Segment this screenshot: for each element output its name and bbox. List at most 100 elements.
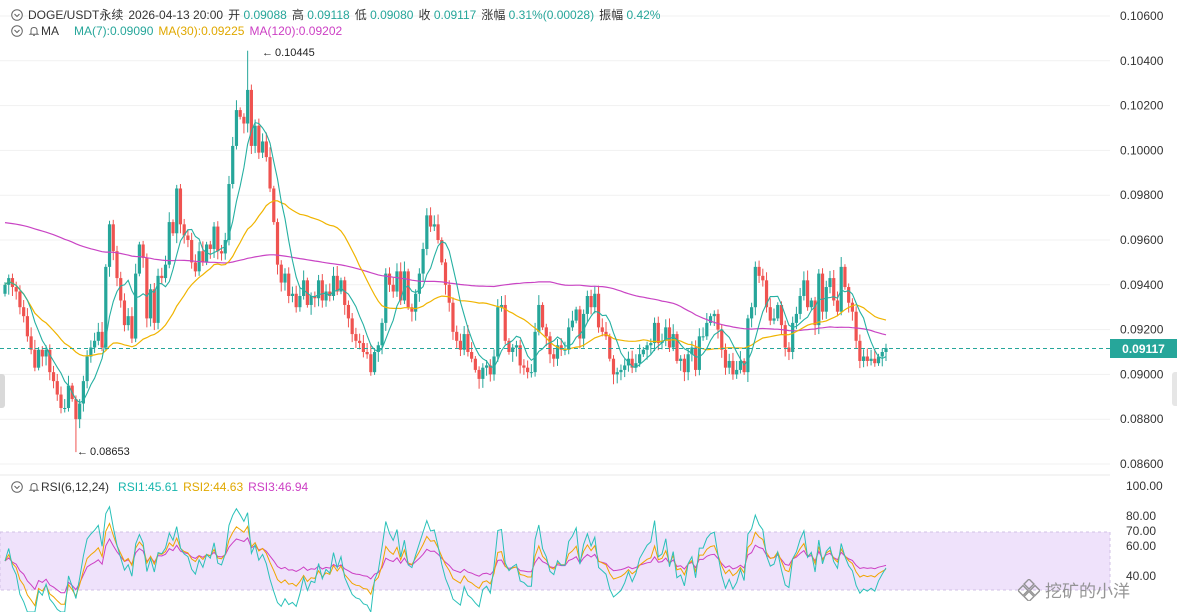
candle-body <box>406 271 410 308</box>
candle-body <box>652 322 657 344</box>
candle-body <box>750 307 754 319</box>
rsi-indicator-name: RSI(6,12,24) <box>41 480 110 494</box>
collapse-chevron-icon[interactable] <box>11 8 23 21</box>
watermark-text: 挖矿的小洋 <box>1045 582 1130 601</box>
candle-body <box>455 331 459 341</box>
candle-body <box>701 336 705 338</box>
candle-body <box>51 372 56 382</box>
candle-body <box>828 278 832 288</box>
candle-body <box>115 251 119 279</box>
candle-body <box>458 340 463 350</box>
candle-body <box>854 311 858 341</box>
candle-body <box>630 358 634 368</box>
rsi3-value: RSI3:46.94 <box>248 480 309 494</box>
candle-body <box>679 358 683 361</box>
rsi-band <box>0 531 1111 591</box>
bell-icon[interactable] <box>28 481 40 493</box>
low-annotation: ← 0.08653 <box>77 446 130 458</box>
candle-body <box>858 340 862 361</box>
rsi-tick-label: 100.00 <box>1126 479 1163 493</box>
candle-body <box>152 289 156 323</box>
collapse-chevron-icon[interactable] <box>11 25 23 37</box>
candle-body <box>387 273 392 285</box>
candle-body <box>791 322 795 352</box>
rsi-legend: RSI(6,12,24) RSI1:45.61 RSI2:44.63 RSI3:… <box>11 480 308 494</box>
candle-body <box>735 369 739 375</box>
candle-body <box>738 360 743 370</box>
candle-body <box>570 320 575 328</box>
close-label: 收 <box>418 8 431 22</box>
candle-body <box>417 273 421 294</box>
candle-body <box>806 280 810 308</box>
candle-body <box>697 336 701 370</box>
candle-body <box>358 340 362 344</box>
candle-body <box>783 325 787 348</box>
price-tick-label: 0.10000 <box>1120 143 1164 157</box>
candle-body <box>809 300 813 308</box>
candle-body <box>596 293 601 328</box>
candle-body <box>443 262 448 285</box>
candle-body <box>470 352 474 359</box>
collapse-chevron-icon[interactable] <box>11 481 23 493</box>
left-scroll-handle[interactable] <box>0 374 5 408</box>
candle-body <box>246 89 250 124</box>
candle-body <box>287 273 291 296</box>
candle-body <box>219 251 224 254</box>
candle-body <box>171 222 175 234</box>
rsi1-value: RSI1:45.61 <box>118 480 179 494</box>
candle-body <box>432 224 436 227</box>
candle-body <box>839 266 843 312</box>
candle-body <box>14 287 18 292</box>
candle-body <box>690 347 694 355</box>
open-label: 开 <box>228 8 241 22</box>
candle-body <box>234 110 239 146</box>
candle-body <box>548 336 552 355</box>
candle-body <box>96 331 100 341</box>
ma7-value: MA(7):0.09090 <box>74 24 154 38</box>
candle-body <box>675 334 679 361</box>
datetime-label: 2026-04-13 20:00 <box>128 7 224 22</box>
candle-body <box>204 244 209 263</box>
candle-body <box>757 266 761 276</box>
candle-body <box>384 273 388 323</box>
candle-body <box>272 188 276 223</box>
candle-body <box>451 302 455 332</box>
candle-body <box>257 125 261 153</box>
right-scroll-handle[interactable] <box>1172 372 1177 406</box>
candle-body <box>544 327 548 337</box>
candle-body <box>354 334 358 341</box>
candle-body <box>29 336 33 350</box>
price-tick-label: 0.10400 <box>1120 54 1164 68</box>
candle-body <box>776 304 780 319</box>
candle-body <box>100 331 104 348</box>
candle-body <box>193 262 197 272</box>
ma120-value: MA(120):0.09202 <box>249 24 343 38</box>
candle-body <box>328 291 332 296</box>
candle-body <box>167 222 171 265</box>
candle-body <box>182 224 186 236</box>
high-label: 高 <box>291 8 304 22</box>
candle-body <box>178 188 183 225</box>
amplitude-value: 0.42% <box>626 8 661 22</box>
candle-body <box>694 347 698 370</box>
candle-body <box>705 322 709 337</box>
bell-icon[interactable] <box>28 25 40 37</box>
close-value: 0.09117 <box>433 8 477 22</box>
candle-body <box>137 244 141 274</box>
price-axis: 0.10600 0.10400 0.10200 0.10000 0.09800 0.096… <box>1120 9 1164 471</box>
candle-body <box>298 296 302 308</box>
svg-text:←: ← <box>77 446 88 458</box>
candle-body <box>563 349 567 351</box>
candle-body <box>156 275 160 323</box>
candle-body <box>712 313 716 317</box>
candle-body <box>59 394 63 408</box>
candle-body <box>638 354 642 364</box>
ma30-value: MA(30):0.09225 <box>158 24 245 38</box>
candle-body <box>779 304 784 326</box>
candle-body <box>264 141 268 158</box>
candle-body <box>290 293 295 296</box>
rsi-tick-label: 80.00 <box>1126 509 1156 523</box>
candle-body <box>369 354 373 373</box>
